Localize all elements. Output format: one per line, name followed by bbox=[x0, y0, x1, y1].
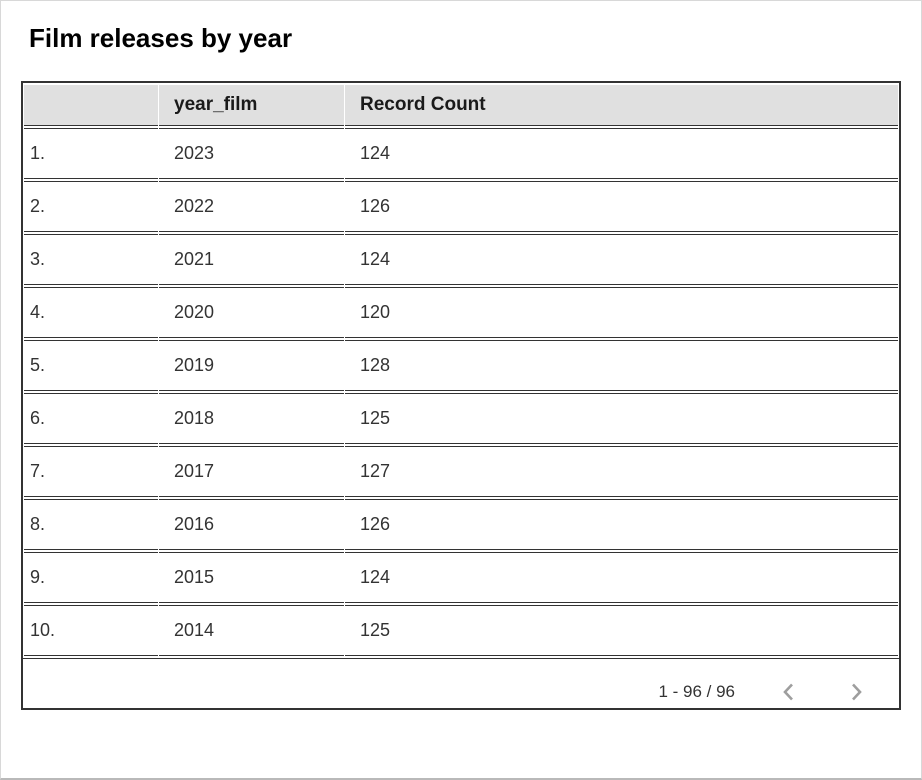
table-chart: year_film Record Count 1. 2023 124 2. 2022 12… bbox=[21, 81, 901, 710]
row-number-cell: 6. bbox=[24, 393, 158, 444]
year-film-cell: 2019 bbox=[159, 340, 344, 391]
row-number-cell: 4. bbox=[24, 287, 158, 338]
row-number-cell: 7. bbox=[24, 446, 158, 497]
row-number-cell: 9. bbox=[24, 552, 158, 603]
table-row: 10. 2014 125 bbox=[24, 605, 898, 656]
record-count-cell: 125 bbox=[345, 393, 898, 444]
year-film-cell: 2018 bbox=[159, 393, 344, 444]
table-row: 6. 2018 125 bbox=[24, 393, 898, 444]
header-cell-year-film[interactable]: year_film bbox=[159, 85, 344, 126]
table-row: 1. 2023 124 bbox=[24, 128, 898, 179]
year-film-cell: 2015 bbox=[159, 552, 344, 603]
record-count-cell: 127 bbox=[345, 446, 898, 497]
table-row: 3. 2021 124 bbox=[24, 234, 898, 285]
table-row: 4. 2020 120 bbox=[24, 287, 898, 338]
table-row: 5. 2019 128 bbox=[24, 340, 898, 391]
table-row: 7. 2017 127 bbox=[24, 446, 898, 497]
data-table: year_film Record Count 1. 2023 124 2. 2022 12… bbox=[23, 83, 899, 658]
row-number-cell: 2. bbox=[24, 181, 158, 232]
year-film-cell: 2021 bbox=[159, 234, 344, 285]
table-row: 2. 2022 126 bbox=[24, 181, 898, 232]
pagination-bar: 1 - 96 / 96 bbox=[23, 658, 899, 708]
pagination-prev-button[interactable] bbox=[768, 672, 808, 712]
table-row: 8. 2016 126 bbox=[24, 499, 898, 550]
row-number-cell: 1. bbox=[24, 128, 158, 179]
pagination-next-button[interactable] bbox=[837, 672, 877, 712]
row-number-cell: 3. bbox=[24, 234, 158, 285]
chevron-right-icon bbox=[852, 683, 862, 700]
header-cell-record-count[interactable]: Record Count bbox=[345, 85, 898, 126]
year-film-cell: 2014 bbox=[159, 605, 344, 656]
record-count-cell: 128 bbox=[345, 340, 898, 391]
row-number-cell: 5. bbox=[24, 340, 158, 391]
row-number-cell: 10. bbox=[24, 605, 158, 656]
pagination-range: 1 - 96 / 96 bbox=[658, 681, 735, 701]
chart-title: Film releases by year bbox=[29, 23, 293, 53]
year-film-cell: 2016 bbox=[159, 499, 344, 550]
year-film-cell: 2020 bbox=[159, 287, 344, 338]
record-count-cell: 124 bbox=[345, 234, 898, 285]
year-film-cell: 2022 bbox=[159, 181, 344, 232]
header-row: year_film Record Count bbox=[24, 85, 898, 126]
record-count-cell: 126 bbox=[345, 499, 898, 550]
record-count-cell: 120 bbox=[345, 287, 898, 338]
record-count-cell: 124 bbox=[345, 128, 898, 179]
year-film-cell: 2023 bbox=[159, 128, 344, 179]
year-film-cell: 2017 bbox=[159, 446, 344, 497]
table-row: 9. 2015 124 bbox=[24, 552, 898, 603]
chevron-left-icon bbox=[783, 683, 793, 700]
record-count-cell: 125 bbox=[345, 605, 898, 656]
header-cell-row-number bbox=[24, 85, 158, 126]
record-count-cell: 124 bbox=[345, 552, 898, 603]
row-number-cell: 8. bbox=[24, 499, 158, 550]
record-count-cell: 126 bbox=[345, 181, 898, 232]
